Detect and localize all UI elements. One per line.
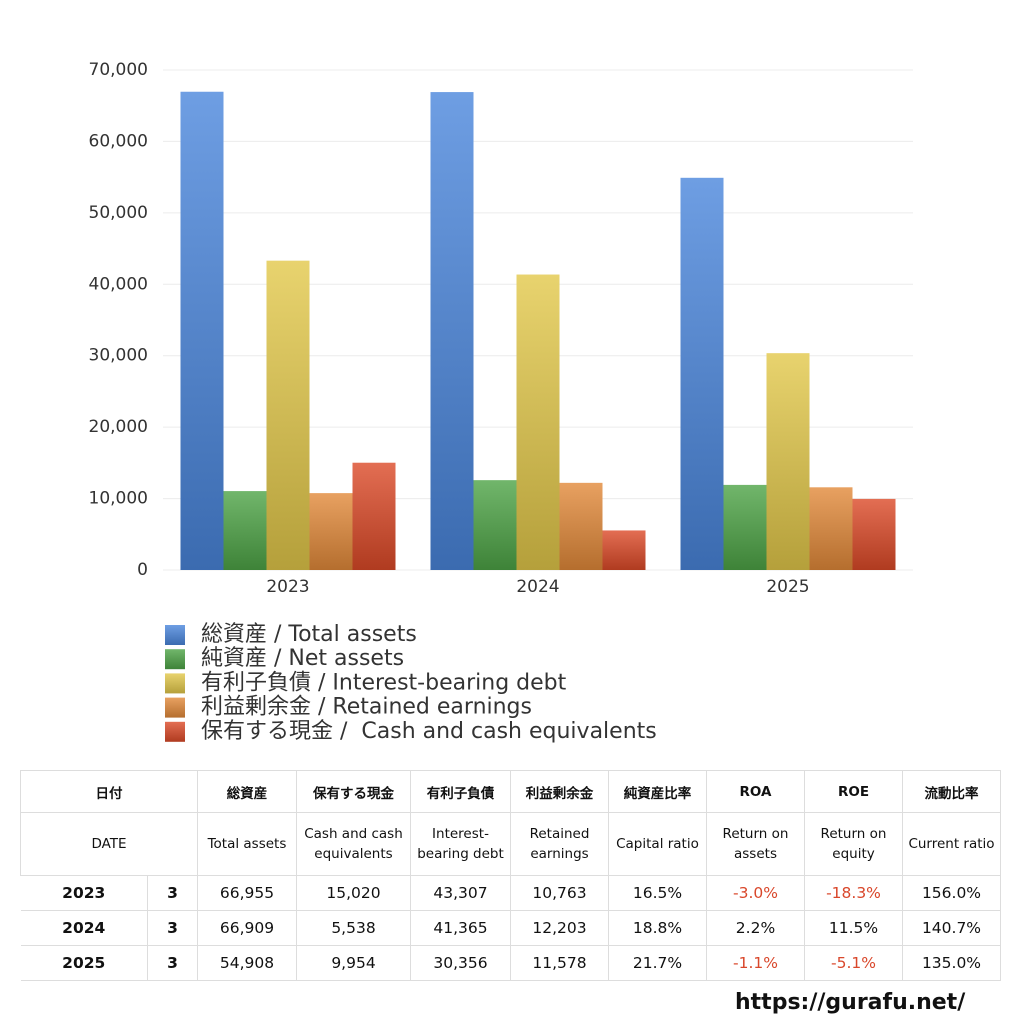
table-cell: 54,908 xyxy=(197,945,297,981)
legend-swatch xyxy=(165,673,185,694)
table-cell: 16.5% xyxy=(608,875,707,911)
header-cell: 利益剰余金 xyxy=(510,770,609,813)
table-cell: 3 xyxy=(147,945,198,981)
legend-swatch xyxy=(165,649,185,670)
table-cell: 156.0% xyxy=(902,875,1001,911)
table-cell: 12,203 xyxy=(510,910,609,946)
header-cell: 日付 xyxy=(20,770,198,813)
y-tick-label: 60,000 xyxy=(89,131,148,151)
data-table: 日付 総資産 保有する現金 有利子負債 利益剰余金 純資産比率 ROA ROE 流動比率 DATE… xyxy=(20,770,1001,981)
bar xyxy=(559,482,603,570)
bar xyxy=(430,92,474,570)
legend-swatch xyxy=(165,721,185,742)
y-tick-label: 70,000 xyxy=(89,60,148,80)
header-cell: Current ratio xyxy=(902,812,1001,876)
table-cell: 21.7% xyxy=(608,945,707,981)
legend-label: 総資産 / Total assets xyxy=(201,622,417,647)
bar xyxy=(352,462,396,570)
table-cell: 2023 xyxy=(20,875,148,911)
header-cell: Return on equity xyxy=(804,812,903,876)
header-cell: DATE xyxy=(20,812,198,876)
table-cell: 140.7% xyxy=(902,910,1001,946)
y-tick-label: 50,000 xyxy=(89,203,148,223)
table-cell: 15,020 xyxy=(296,875,411,911)
header-cell: Retained earnings xyxy=(510,812,609,876)
chart: 0 10,000 20,000 30,000 40,000 50,000 60,000 70,… xyxy=(89,60,913,744)
y-tick-label: 40,000 xyxy=(89,274,148,294)
table-cell: 11.5% xyxy=(804,910,903,946)
table-cell: 5,538 xyxy=(296,910,411,946)
bar xyxy=(602,530,646,570)
table-cell: 41,365 xyxy=(410,910,511,946)
header-cell: 流動比率 xyxy=(902,770,1001,813)
legend-label: 有利子負債 / Interest-bearing debt xyxy=(201,670,567,695)
data-row: 2024 3 66,909 5,538 41,365 12,203 18.8% 2.2% 11.… xyxy=(20,910,1001,946)
bar xyxy=(723,484,767,570)
legend-swatch xyxy=(165,625,185,645)
table-cell: 18.8% xyxy=(608,910,707,946)
bar xyxy=(809,487,853,570)
header-cell: Total assets xyxy=(197,812,297,876)
bar xyxy=(766,353,810,570)
header-cell: 有利子負債 xyxy=(410,770,511,813)
table-cell: -1.1% xyxy=(706,945,805,981)
table-cell: 30,356 xyxy=(410,945,511,981)
legend-swatch xyxy=(165,697,185,718)
bar xyxy=(852,498,896,570)
table-cell: 3 xyxy=(147,910,198,946)
legend-label: 利益剰余金 / Retained earnings xyxy=(201,695,532,720)
table-cell: 135.0% xyxy=(902,945,1001,981)
bar xyxy=(223,491,267,570)
table-cell: 9,954 xyxy=(296,945,411,981)
y-tick-label: 20,000 xyxy=(89,417,148,437)
header-cell: 純資産比率 xyxy=(608,770,707,813)
y-tick-label: 10,000 xyxy=(89,489,148,509)
site-url: https://gurafu.net/ xyxy=(735,990,966,1015)
header-cell: ROE xyxy=(804,770,903,813)
x-tick-label: 2025 xyxy=(766,577,809,597)
y-tick-label: 0 xyxy=(137,560,148,580)
header-cell: 保有する現金 xyxy=(296,770,411,813)
table-cell: 3 xyxy=(147,875,198,911)
bar xyxy=(680,177,724,571)
x-tick-label: 2023 xyxy=(266,577,309,597)
table-cell: 2025 xyxy=(20,945,148,981)
header-cell: Return on assets xyxy=(706,812,805,876)
header-cell: Capital ratio xyxy=(608,812,707,876)
table-cell: 10,763 xyxy=(510,875,609,911)
bar xyxy=(266,260,310,570)
table-cell: -5.1% xyxy=(804,945,903,981)
table-cell: -3.0% xyxy=(706,875,805,911)
header-cell: Interest-bearing debt xyxy=(410,812,511,876)
data-row: 2023 3 66,955 15,020 43,307 10,763 16.5% -3.0% -… xyxy=(20,875,1001,911)
header-cell: ROA xyxy=(706,770,805,813)
x-tick-label: 2024 xyxy=(516,577,559,597)
bar xyxy=(180,91,224,570)
table-cell: 66,909 xyxy=(197,910,297,946)
table-cell: 2024 xyxy=(20,910,148,946)
legend-label: 保有する現金 / Cash and cash equivalents xyxy=(201,719,657,744)
table-cell: 11,578 xyxy=(510,945,609,981)
legend-label: 純資産 / Net assets xyxy=(201,646,404,671)
table-cell: -18.3% xyxy=(804,875,903,911)
table-cell: 43,307 xyxy=(410,875,511,911)
data-row: 2025 3 54,908 9,954 30,356 11,578 21.7% -1.1% -5… xyxy=(20,945,1001,981)
header-row: DATE Total assets Cash and cash equivalent… xyxy=(20,812,1001,876)
header-cell: 総資産 xyxy=(197,770,297,813)
y-tick-label: 30,000 xyxy=(89,346,148,366)
bar xyxy=(473,480,517,570)
bar xyxy=(309,493,353,570)
table-cell: 66,955 xyxy=(197,875,297,911)
bar xyxy=(516,274,560,570)
table-cell: 2.2% xyxy=(706,910,805,946)
header-row: 日付 総資産 保有する現金 有利子負債 利益剰余金 純資産比率 ROA ROE 流動比率 xyxy=(20,770,1001,813)
header-cell: Cash and cash equivalents xyxy=(296,812,411,876)
